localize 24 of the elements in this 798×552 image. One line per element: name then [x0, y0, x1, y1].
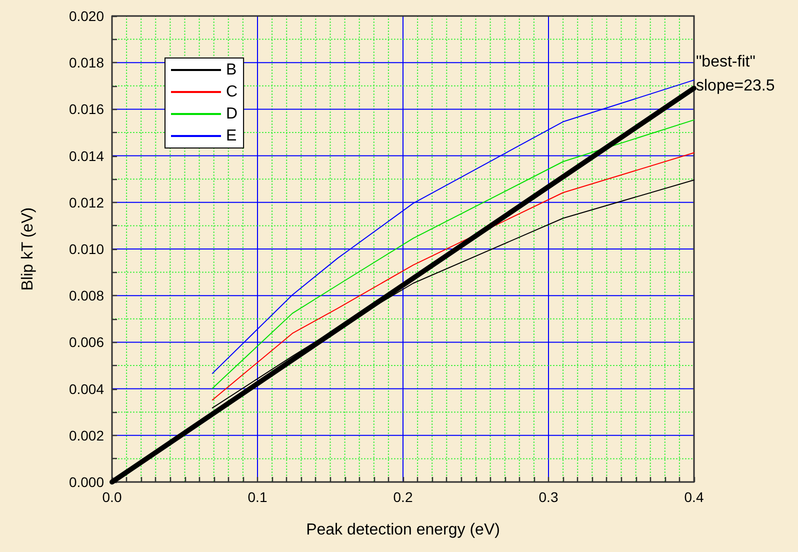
legend-label: D [226, 106, 238, 122]
legend-label: B [226, 62, 237, 78]
x-axis-title: Peak detection energy (eV) [306, 522, 500, 538]
y-tick-label: 0.006 [68, 334, 104, 350]
y-tick-label: 0.020 [68, 8, 104, 24]
x-tick-label: 0.0 [102, 489, 122, 505]
x-tick-label: 0.1 [248, 489, 268, 505]
x-tick-label: 0.3 [538, 489, 558, 505]
y-tick-label: 0.018 [68, 54, 104, 71]
x-tick-label: 0.4 [684, 489, 704, 505]
y-tick-label: 0.000 [68, 474, 104, 490]
y-tick-label: 0.004 [68, 380, 104, 397]
y-tick-label: 0.002 [68, 427, 104, 444]
y-tick-label: 0.010 [68, 241, 104, 257]
y-tick-label: 0.016 [68, 101, 104, 118]
annotation: "best-fit" slope=23.5 [696, 54, 775, 95]
legend-label: C [226, 84, 238, 100]
x-tick-label: 0.2 [393, 489, 413, 505]
y-tick-label: 0.008 [68, 288, 104, 304]
legend-label: E [226, 128, 237, 144]
line-series [212, 119, 694, 389]
y-axis-title: Blip kT (eV) [20, 207, 36, 291]
y-tick-label: 0.012 [68, 194, 104, 210]
y-tick-label: 0.014 [68, 148, 104, 164]
